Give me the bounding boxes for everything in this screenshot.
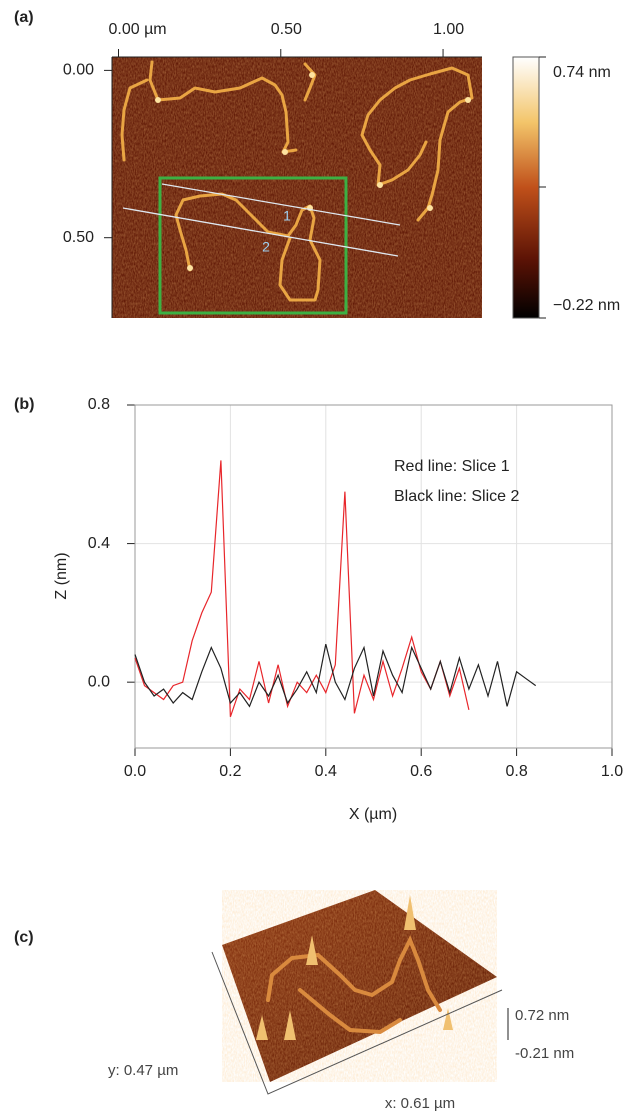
panel-label: (a) (14, 9, 34, 26)
x-tick-label: 0.0 (124, 763, 146, 780)
y-axis-label: Z (nm) (53, 552, 70, 599)
afm-image (112, 57, 482, 318)
x-axis-label: X (µm) (349, 806, 397, 823)
x-tick-label: 1.00 (433, 21, 464, 38)
legend-entry: Red line: Slice 1 (394, 458, 510, 475)
scale-label: -0.21 nm (515, 1045, 574, 1062)
plot-frame (134, 404, 613, 749)
slice-label: 1 (283, 208, 291, 224)
x-tick-label: 0.2 (219, 763, 241, 780)
y-tick-label: 0.4 (88, 535, 110, 552)
panel-label: (c) (14, 929, 34, 946)
legend-entry: Black line: Slice 2 (394, 488, 519, 505)
y-tick-label: 0.00 (63, 62, 94, 79)
x-tick-label: 0.4 (315, 763, 337, 780)
x-tick-label: 0.00 µm (108, 21, 166, 38)
colorbar (512, 56, 540, 319)
data-line (134, 460, 470, 717)
y-tick-label: 0.0 (88, 673, 110, 690)
x-tick-label: 1.0 (601, 763, 623, 780)
y-tick-label: 0.50 (63, 229, 94, 246)
x-tick-label: 0.50 (271, 21, 302, 38)
scale-label: 0.72 nm (515, 1007, 569, 1024)
panel-label: (b) (14, 396, 34, 413)
data-line (134, 643, 537, 708)
x-extent-label: x: 0.61 µm (385, 1095, 455, 1112)
colorbar-label: 0.74 nm (553, 64, 611, 81)
colorbar-label: −0.22 nm (553, 297, 620, 314)
y-extent-label: y: 0.47 µm (108, 1062, 178, 1079)
x-tick-label: 0.6 (410, 763, 432, 780)
slice-label: 2 (262, 239, 270, 255)
afm-3d-surface (211, 890, 503, 1095)
y-tick-label: 0.8 (88, 396, 110, 413)
x-tick-label: 0.8 (505, 763, 527, 780)
